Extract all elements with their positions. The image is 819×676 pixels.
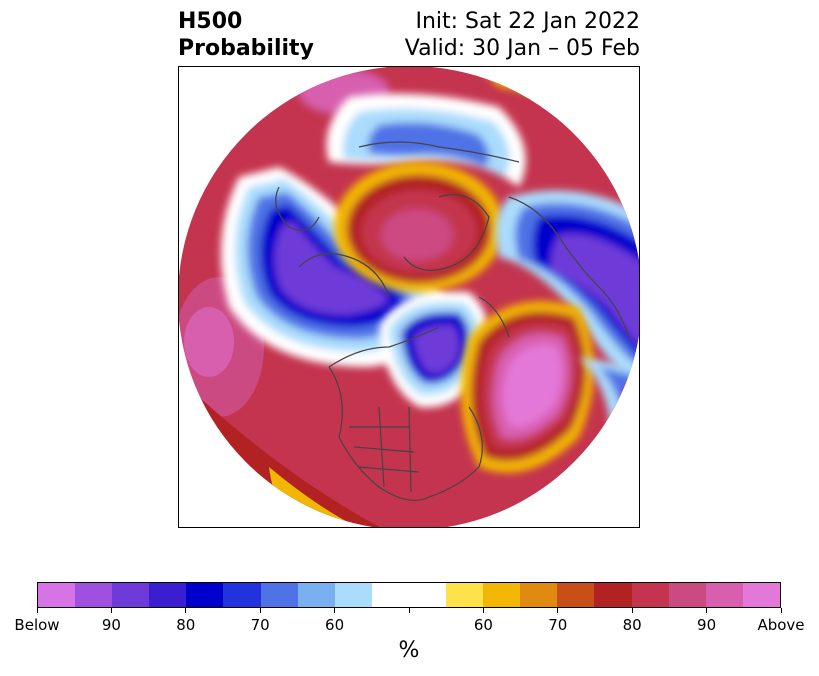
colorbar-tick: [706, 608, 708, 613]
colorbar-tick-label: Above: [757, 616, 805, 634]
init-date: Init: Sat 22 Jan 2022: [415, 9, 640, 34]
colorbar-cell: [149, 583, 187, 607]
colorbar-cell: [38, 583, 76, 607]
globe-disc: [179, 67, 639, 527]
colorbar-cell: [483, 583, 521, 607]
probability-map: [179, 67, 639, 527]
colorbar-cell: [334, 583, 372, 607]
colorbar-tick: [259, 608, 261, 613]
colorbar-tick: [110, 608, 112, 613]
coastlines: [275, 141, 630, 501]
colorbar-tick: [482, 608, 484, 613]
colorbar-cell: [112, 583, 150, 607]
colorbar-tick-label: 80: [622, 616, 642, 634]
colorbar-tick: [36, 608, 38, 613]
map-frame: [178, 66, 640, 528]
colorbar-cell: [260, 583, 298, 607]
chart-title-left: H500 Probability: [178, 8, 314, 62]
colorbar-cell: [705, 583, 743, 607]
colorbar-cell: [371, 583, 409, 607]
colorbar-cell: [75, 583, 113, 607]
colorbar-tick-label: 90: [101, 616, 121, 634]
colorbar-tick-label: 90: [697, 616, 717, 634]
colorbar-tick-label: 60: [325, 616, 345, 634]
colorbar-tick-label: 60: [473, 616, 493, 634]
colorbar-tick: [631, 608, 633, 613]
valid-range: Valid: 30 Jan – 05 Feb: [404, 36, 640, 61]
colorbar-cell: [446, 583, 484, 607]
colorbar-tick: [334, 608, 336, 613]
colorbar-cell: [742, 583, 780, 607]
above-region: [184, 307, 234, 377]
colorbar-cell: [668, 583, 706, 607]
colorbar-tick-label: 70: [250, 616, 270, 634]
title-metric: Probability: [178, 36, 314, 61]
colorbar-tick: [780, 608, 782, 613]
colorbar-tick-label: Below: [14, 616, 60, 634]
title-variable: H500: [178, 9, 243, 34]
colorbar-tick-label: 80: [176, 616, 196, 634]
colorbar-cell: [557, 583, 595, 607]
colorbar-tick: [408, 608, 410, 613]
colorbar-cell: [408, 583, 447, 607]
colorbar-cell: [297, 583, 335, 607]
colorbar-cell: [223, 583, 261, 607]
legend-colorbar: [37, 582, 781, 608]
colorbar-unit: %: [398, 638, 420, 663]
colorbar-cell: [631, 583, 669, 607]
colorbar-tick: [185, 608, 187, 613]
colorbar-tick-label: 70: [548, 616, 568, 634]
chart-title-right: Init: Sat 22 Jan 2022 Valid: 30 Jan – 05…: [405, 8, 640, 62]
colorbar-tick: [557, 608, 559, 613]
colorbar-cell: [186, 583, 224, 607]
colorbar-cell: [520, 583, 558, 607]
colorbar-cell: [594, 583, 632, 607]
